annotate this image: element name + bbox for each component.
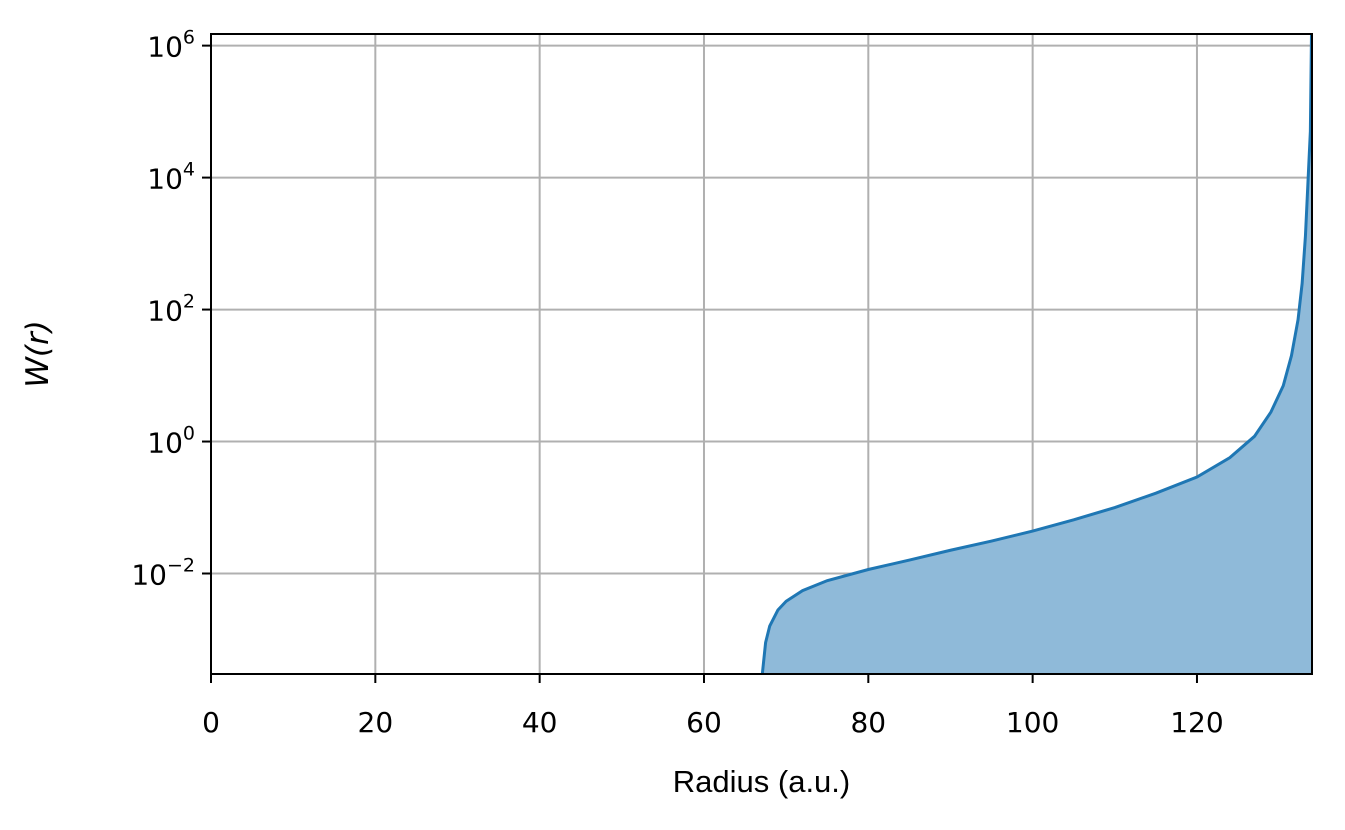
- y-tick-label: 102: [147, 291, 195, 328]
- y-tick-label: 104: [147, 159, 195, 196]
- y-axis: 10−2 100 102 104 106: [131, 27, 211, 592]
- grid: [210, 34, 1312, 674]
- y-tick-label: 106: [147, 27, 195, 64]
- y-axis-title: W(r): [20, 320, 56, 388]
- x-tick-label: 120: [1170, 706, 1223, 739]
- series-area-fill: [762, 34, 1312, 674]
- x-tick-label: 100: [1006, 706, 1059, 739]
- x-tick-label: 80: [850, 706, 886, 739]
- x-tick-label: 0: [202, 706, 220, 739]
- x-axis: 0 20 40 60 80 100 120: [202, 674, 1224, 739]
- x-tick-label: 40: [522, 706, 558, 739]
- y-tick-label: 10−2: [131, 555, 195, 592]
- y-tick-label: 100: [147, 423, 195, 460]
- x-tick-label: 20: [358, 706, 394, 739]
- plot-frame: [210, 33, 1313, 675]
- series-line: [760, 33, 1313, 675]
- x-axis-title: Radius (a.u.): [673, 764, 850, 799]
- x-tick-label: 60: [686, 706, 722, 739]
